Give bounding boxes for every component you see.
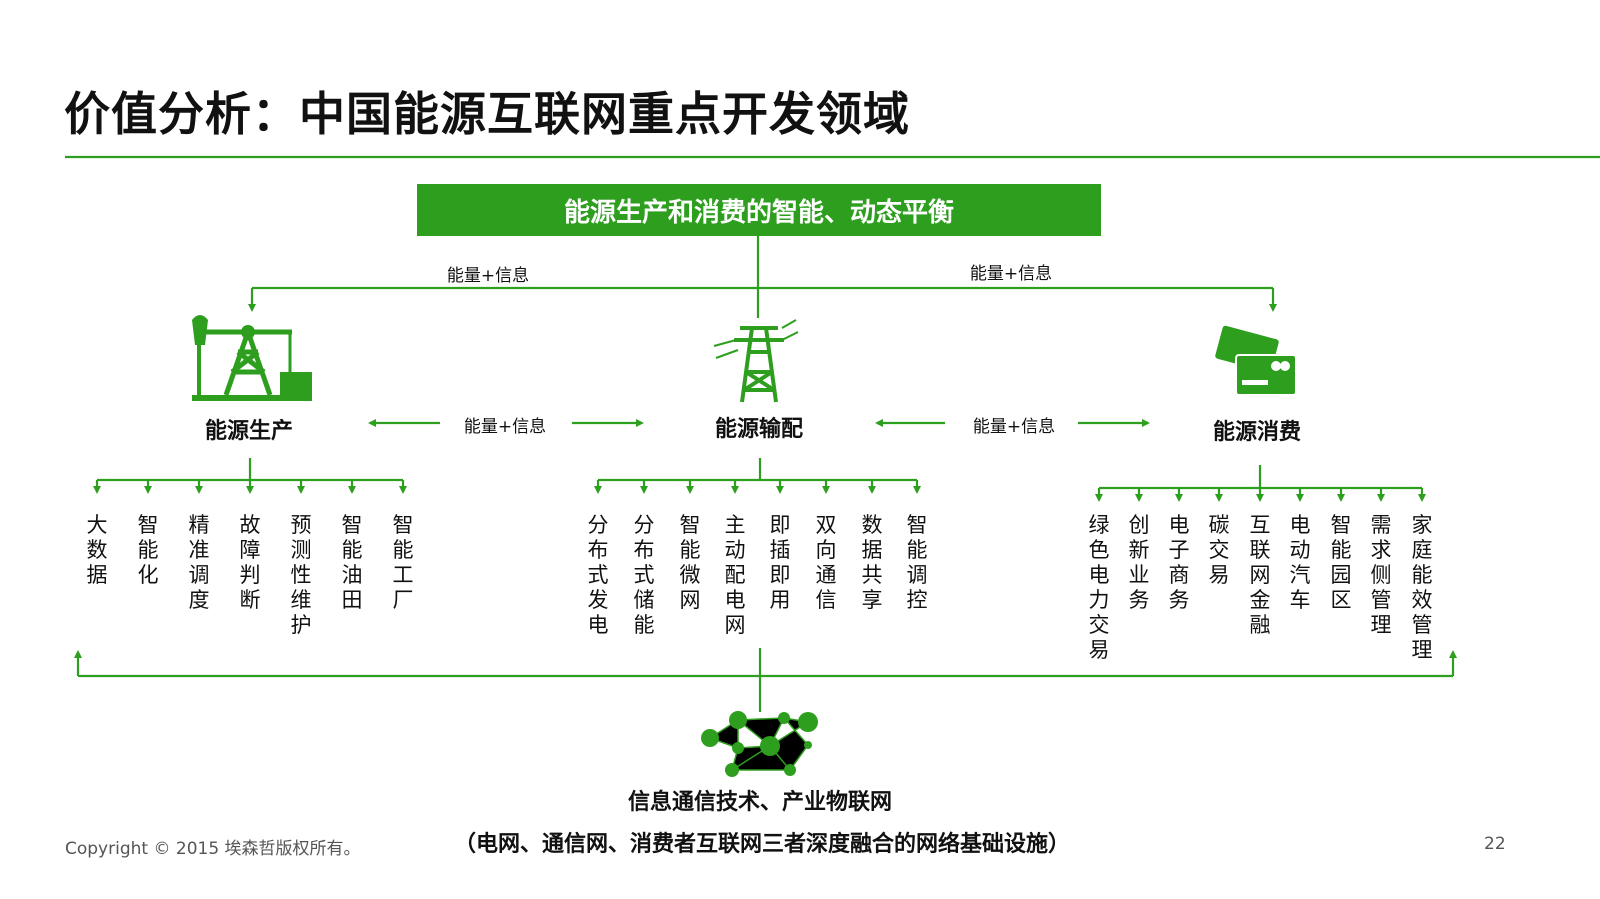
list-item: 智能油田 bbox=[341, 513, 363, 612]
list-item: 互联网金融 bbox=[1249, 513, 1271, 637]
page-number: 22 bbox=[1484, 834, 1506, 854]
list-item: 即插即用 bbox=[769, 513, 791, 612]
list-item: 分布式发电 bbox=[587, 513, 609, 637]
list-item: 家庭能效管理 bbox=[1411, 513, 1433, 662]
list-item: 主动配电网 bbox=[724, 513, 746, 637]
network-icon bbox=[701, 711, 818, 777]
list-item: 智能工厂 bbox=[392, 513, 414, 612]
list-item: 需求侧管理 bbox=[1370, 513, 1392, 637]
flow-label: 能量+信息 bbox=[969, 264, 1053, 284]
list-item: 故障判断 bbox=[239, 513, 261, 612]
node-consumption: 能源消费 bbox=[1212, 420, 1302, 445]
list-item: 智能微网 bbox=[679, 513, 701, 612]
ict-subtitle: （电网、通信网、消费者互联网三者深度融合的网络基础设施） bbox=[453, 832, 1071, 857]
list-item: 电动汽车 bbox=[1289, 513, 1311, 612]
list-item: 智能调控 bbox=[906, 513, 928, 612]
node-production: 能源生产 bbox=[204, 419, 294, 444]
credit-card-icon bbox=[1215, 325, 1297, 396]
list-item: 大数据 bbox=[86, 513, 108, 587]
flow-label: 能量+信息 bbox=[972, 417, 1056, 437]
list-item: 数据共享 bbox=[861, 513, 883, 612]
list-item: 创新业务 bbox=[1128, 513, 1150, 612]
copyright: Copyright © 2015 埃森哲版权所有。 bbox=[65, 839, 361, 859]
oil-pump-icon bbox=[192, 315, 312, 401]
node-ict: 信息通信技术、产业物联网 bbox=[627, 790, 893, 815]
power-tower-icon bbox=[713, 319, 799, 403]
list-item: 双向通信 bbox=[815, 513, 837, 612]
flow-label: 能量+信息 bbox=[446, 266, 530, 286]
list-item: 分布式储能 bbox=[633, 513, 655, 637]
list-item: 预测性维护 bbox=[290, 513, 312, 637]
flow-label: 能量+信息 bbox=[463, 417, 547, 437]
node-distribution: 能源输配 bbox=[714, 417, 804, 442]
list-item: 智能园区 bbox=[1330, 513, 1352, 612]
list-item: 绿色电力交易 bbox=[1088, 513, 1110, 662]
page-title: 价值分析：中国能源互联网重点开发领域 bbox=[64, 87, 910, 141]
list-item: 智能化 bbox=[137, 513, 159, 587]
list-item: 碳交易 bbox=[1208, 513, 1230, 587]
banner: 能源生产和消费的智能、动态平衡 bbox=[417, 184, 1101, 236]
list-item: 电子商务 bbox=[1168, 513, 1190, 612]
list-item: 精准调度 bbox=[188, 513, 210, 612]
